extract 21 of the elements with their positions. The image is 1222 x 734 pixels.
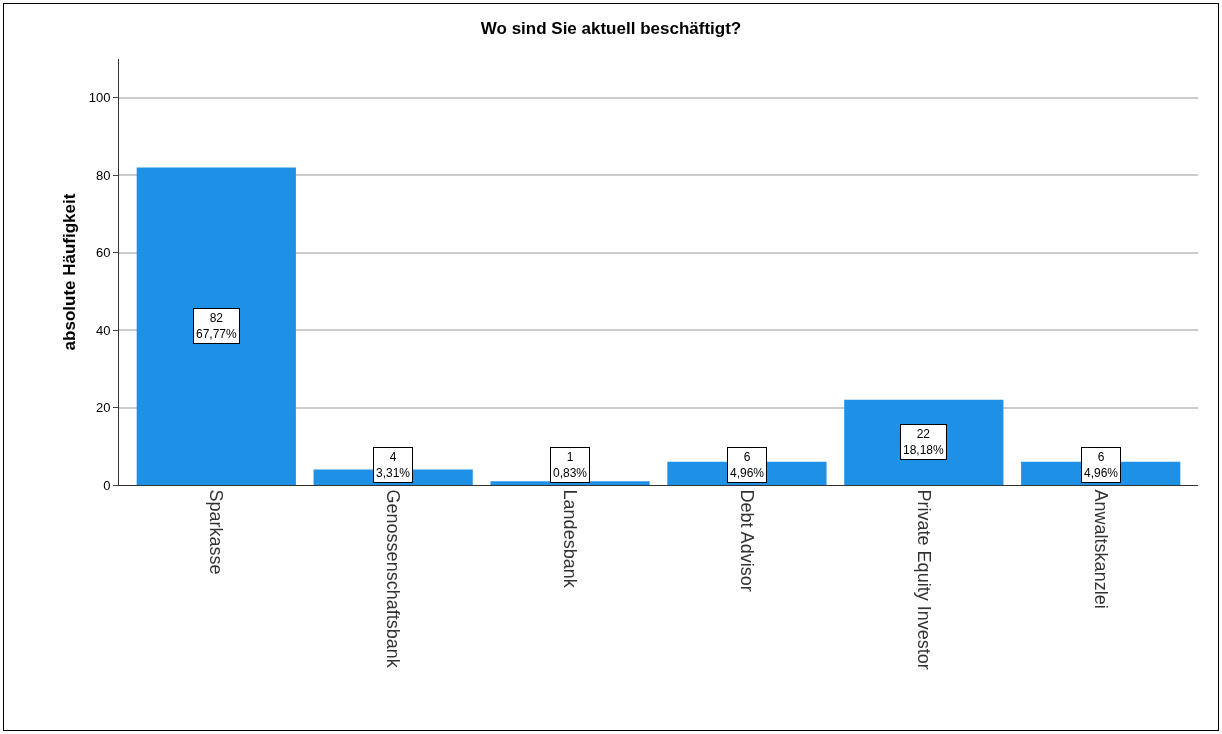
x-tick-label: Sparkasse bbox=[206, 489, 227, 575]
y-tick-label: 80 bbox=[95, 167, 111, 183]
y-tick-label: 0 bbox=[103, 477, 111, 493]
bar bbox=[136, 167, 296, 485]
y-axis-title: absolute Häufigkeit bbox=[60, 193, 79, 351]
data-label: 82 67,77% bbox=[196, 311, 238, 341]
y-tick-label: 40 bbox=[95, 322, 111, 338]
y-tick-label: 60 bbox=[95, 245, 111, 261]
data-label: 4 3,31% bbox=[376, 450, 411, 480]
y-tick-label: 100 bbox=[88, 90, 111, 106]
chart-title: Wo sind Sie aktuell beschäftigt? bbox=[480, 19, 742, 39]
data-label: 22 18,18% bbox=[903, 427, 945, 457]
data-label: 6 4,96% bbox=[1084, 450, 1119, 480]
x-tick-label: Genossenschaftsbank bbox=[383, 489, 404, 669]
data-label: 6 4,96% bbox=[730, 450, 765, 480]
x-tick-label: Debt Advisor bbox=[737, 489, 758, 592]
x-tick-label: Private Equity Investor bbox=[913, 489, 934, 670]
x-tick-label: Landesbank bbox=[560, 489, 581, 589]
data-label: 1 0,83% bbox=[553, 450, 588, 480]
y-tick-label: 20 bbox=[95, 400, 111, 416]
x-tick-label: Anwaltskanzlei bbox=[1090, 489, 1111, 609]
